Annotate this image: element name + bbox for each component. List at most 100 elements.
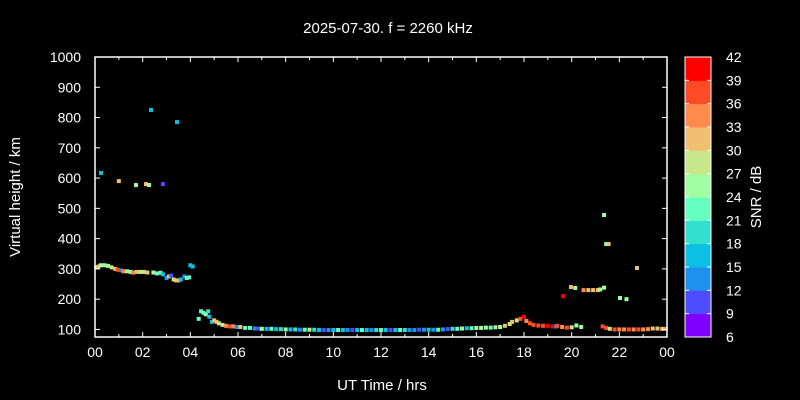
data-point xyxy=(227,324,232,329)
x-tick-label: 00 xyxy=(87,344,103,360)
data-point xyxy=(450,326,455,331)
data-point xyxy=(125,269,130,274)
data-point xyxy=(604,242,609,247)
data-point xyxy=(138,269,143,274)
data-point xyxy=(445,327,450,332)
data-point xyxy=(355,328,360,333)
data-point xyxy=(545,323,550,328)
data-point xyxy=(96,264,101,269)
data-point xyxy=(109,265,114,270)
data-point xyxy=(283,327,288,332)
data-point xyxy=(359,328,364,333)
data-point xyxy=(493,325,498,330)
data-point xyxy=(158,270,163,275)
data-point xyxy=(231,324,236,329)
data-point xyxy=(581,288,586,293)
colorbar-tick-label: 6 xyxy=(726,329,734,345)
data-point xyxy=(379,328,383,333)
data-point xyxy=(98,263,103,268)
data-point xyxy=(113,266,118,271)
colorbar-tick-label: 9 xyxy=(726,306,734,322)
data-point xyxy=(634,265,639,270)
data-point xyxy=(207,314,212,319)
data-point xyxy=(203,312,208,317)
x-tick-label: 22 xyxy=(612,344,628,360)
colorbar-swatch xyxy=(685,57,711,81)
data-point xyxy=(555,323,560,328)
data-points xyxy=(94,107,668,333)
data-point xyxy=(663,326,668,331)
x-tick-label: 08 xyxy=(278,344,294,360)
colorbar-tick-label: 30 xyxy=(726,142,742,158)
data-point xyxy=(488,325,493,330)
data-point xyxy=(498,325,503,330)
x-axis-label: UT Time / hrs xyxy=(337,377,427,394)
colorbar-swatch xyxy=(685,127,711,151)
colorbar-label: SNR / dB xyxy=(748,166,765,229)
colorbar-tick-label: 36 xyxy=(726,96,742,112)
colorbar-tick-label: 18 xyxy=(726,236,742,252)
data-point xyxy=(169,273,174,278)
data-point xyxy=(134,269,139,274)
data-point xyxy=(421,327,426,332)
data-point xyxy=(171,277,176,282)
data-point xyxy=(561,294,566,299)
data-point xyxy=(247,325,252,330)
data-point xyxy=(278,327,283,332)
data-point xyxy=(624,297,629,302)
data-point xyxy=(331,328,336,333)
data-point xyxy=(174,278,179,283)
data-point xyxy=(224,323,229,328)
data-point xyxy=(144,182,149,187)
data-point xyxy=(345,328,350,333)
data-point xyxy=(604,325,609,330)
data-point xyxy=(196,316,201,321)
colorbar-tick-label: 12 xyxy=(726,282,742,298)
data-point xyxy=(147,183,152,188)
data-point xyxy=(595,288,600,293)
x-tick-label: 06 xyxy=(230,344,246,360)
data-point xyxy=(187,275,192,280)
data-point xyxy=(522,314,526,319)
data-point xyxy=(199,309,204,314)
data-point xyxy=(174,120,179,125)
x-tick-label: 14 xyxy=(421,344,437,360)
y-tick-label: 600 xyxy=(58,170,82,186)
data-point xyxy=(412,328,417,333)
colorbar-tick-label: 39 xyxy=(726,72,742,88)
data-point xyxy=(121,269,126,274)
y-tick-label: 1000 xyxy=(50,49,81,65)
data-point xyxy=(464,326,469,331)
data-point xyxy=(98,170,103,175)
data-point xyxy=(574,323,579,328)
data-point xyxy=(645,327,650,332)
data-point xyxy=(220,322,225,327)
colorbar-swatch xyxy=(685,290,711,315)
data-point xyxy=(154,271,159,276)
data-point xyxy=(176,278,181,283)
colorbar-tick-label: 42 xyxy=(726,49,742,65)
x-tick-label: 20 xyxy=(564,344,580,360)
data-point xyxy=(160,182,165,187)
data-point xyxy=(128,269,133,274)
y-tick-label: 100 xyxy=(58,321,82,337)
data-point xyxy=(269,326,274,331)
colorbar-swatch xyxy=(685,80,711,105)
data-point xyxy=(188,263,193,268)
data-point xyxy=(600,324,605,329)
data-point xyxy=(234,325,239,330)
data-point xyxy=(612,327,617,332)
data-point xyxy=(151,270,156,275)
data-point xyxy=(579,325,584,330)
data-point xyxy=(166,274,171,279)
data-point xyxy=(436,327,441,332)
data-point xyxy=(469,326,474,331)
y-tick-label: 900 xyxy=(58,79,82,95)
data-point xyxy=(336,328,341,333)
colorbar-tick-label: 33 xyxy=(726,119,742,135)
data-point xyxy=(622,327,627,332)
data-point xyxy=(524,318,529,323)
data-point xyxy=(602,285,607,290)
data-point xyxy=(455,326,460,331)
